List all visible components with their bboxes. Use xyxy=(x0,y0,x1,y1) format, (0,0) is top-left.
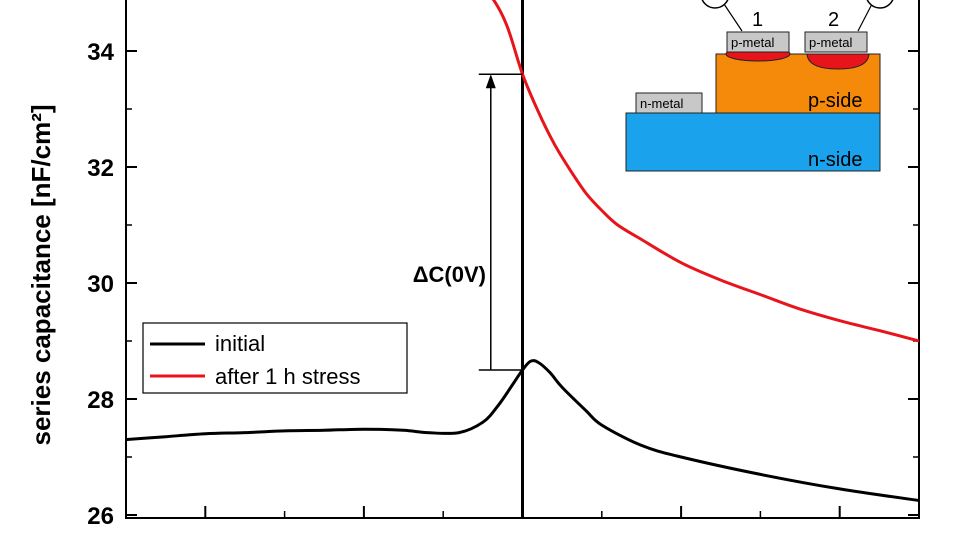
inset-n-metal-label: n-metal xyxy=(640,96,683,111)
inset-contact-label-2: 2 xyxy=(828,9,839,31)
legend-box xyxy=(142,322,408,394)
series-line-initial xyxy=(126,359,919,502)
y-tick-label: 32 xyxy=(87,155,114,182)
inset-probe-wire-2 xyxy=(857,3,873,32)
legend: initial after 1 h stress xyxy=(142,322,408,394)
y-tick-label: 28 xyxy=(87,387,114,414)
y-tick-label: 34 xyxy=(87,39,114,66)
y-tick-label: 26 xyxy=(87,503,114,530)
delta-c-annotation: ΔC(0V) xyxy=(413,73,523,371)
inset-p-metal-label-1: p-metal xyxy=(731,35,774,50)
inset-n-metal-contact xyxy=(635,92,703,114)
inset-probe-wire-1 xyxy=(723,3,743,32)
inset-n-side-label: n-side xyxy=(808,149,862,171)
series-layer xyxy=(126,0,919,502)
y-axis: 26 28 30 32 34 xyxy=(87,39,919,530)
inset-device-diagram: n-side p-side n-metal p-metal p-metal 1 … xyxy=(625,0,894,172)
x-axis: -4-2024 xyxy=(195,506,847,540)
inset-p-metal-contact-1 xyxy=(726,31,790,53)
inset-p-side-label: p-side xyxy=(808,90,862,112)
inset-probe-2 xyxy=(866,0,894,9)
delta-c-arrowhead xyxy=(485,74,496,89)
inset-contact-label-1: 1 xyxy=(752,9,763,31)
inset-p-metal-label-2: p-metal xyxy=(809,35,852,50)
series-line-after-stress xyxy=(491,0,919,343)
inset-probe-1 xyxy=(701,0,729,9)
y-axis-label: series capacitance [nF/cm²] xyxy=(26,104,56,445)
inset-p-metal-contact-2 xyxy=(804,31,868,53)
legend-label-after-stress: after 1 h stress xyxy=(215,364,361,389)
delta-c-label: ΔC(0V) xyxy=(413,262,486,287)
y-tick-label: 30 xyxy=(87,271,114,298)
inset-n-side-layer xyxy=(625,112,881,172)
inset-damage-region-2 xyxy=(806,53,870,70)
legend-label-initial: initial xyxy=(215,331,265,356)
